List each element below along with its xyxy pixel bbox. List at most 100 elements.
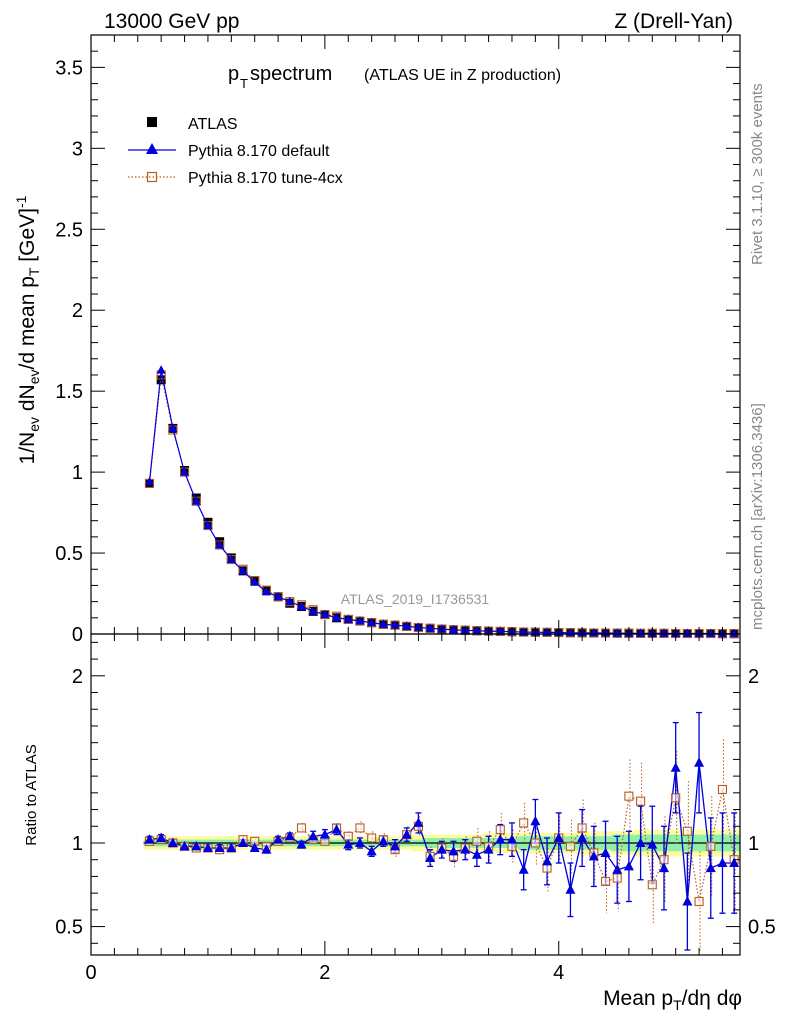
default-point [180, 467, 190, 476]
main-ytick-label: 0 [72, 624, 83, 646]
default-point [495, 626, 505, 635]
default-ratio-point [202, 842, 213, 852]
default-ratio-point [156, 832, 167, 842]
default-ratio-point [670, 762, 681, 772]
title-subscript: T [240, 76, 248, 91]
tune-ratio-point [472, 836, 482, 846]
default-point [706, 628, 716, 638]
legend-marker-atlas [147, 117, 157, 127]
default-ratio-point [530, 815, 541, 826]
default-ratio-point [495, 834, 506, 844]
default-point [191, 496, 201, 505]
legend-label-tune: Pythia 8.170 tune-4cx [188, 170, 343, 187]
default-ratio-point [460, 844, 471, 854]
default-ratio-point [284, 830, 295, 841]
default-ratio-point [717, 857, 728, 868]
default-ratio-point [565, 884, 576, 894]
default-ratio-point [658, 862, 669, 873]
default-point [308, 606, 318, 615]
tune-ratio-point [706, 841, 716, 851]
default-point [378, 619, 388, 628]
header-process: Z (Drell-Yan) [614, 10, 733, 33]
default-ratio-point [506, 834, 517, 844]
default-ratio-point [308, 830, 319, 841]
default-ratio-point [425, 852, 436, 863]
default-point [355, 616, 365, 625]
tune-ratio-point [624, 791, 634, 801]
main-ytick-label: 2.5 [55, 219, 83, 241]
title-spectrum: spectrum [250, 63, 332, 85]
tune-ratio-point [647, 880, 657, 890]
default-ratio-point [647, 839, 658, 849]
legend-marker-default [146, 143, 158, 154]
title-note: (ATLAS UE in Z production) [364, 67, 561, 84]
default-point [729, 628, 739, 638]
default-point [238, 565, 248, 575]
ratio-ytick-label-right: 2 [748, 666, 759, 688]
default-ratio-point [366, 845, 377, 856]
default-ratio-point [296, 839, 307, 849]
default-ratio-point [390, 840, 401, 851]
main-ytick-label: 3.5 [55, 57, 83, 79]
ratio-ylabel: Ratio to ATLAS [23, 744, 40, 845]
default-ratio-point [694, 757, 705, 767]
default-ratio-point [577, 832, 588, 842]
default-ratio-point [319, 829, 330, 839]
default-ratio-point [729, 857, 740, 868]
tune-ratio-point [530, 838, 540, 848]
default-ratio-point [588, 850, 599, 861]
default-ratio-point [191, 840, 202, 851]
ratio-frame [90, 633, 741, 956]
default-ratio-point [623, 860, 634, 871]
default-point [402, 621, 412, 630]
ratio-ytick-label-right: 1 [748, 833, 759, 855]
tune-ratio-point [694, 896, 704, 907]
default-ratio-point [354, 837, 365, 847]
default-point [472, 625, 482, 635]
main-ylabel: 1/Nev dNev/d mean pT [GeV]-1 [13, 195, 42, 464]
main-ytick-label: 2 [72, 300, 83, 322]
default-point [343, 614, 353, 623]
tune-ratio-point [343, 831, 353, 841]
xtick-label: 4 [553, 962, 564, 984]
ratio-ytick-label-left: 2 [72, 666, 83, 688]
ratio-plot: 0 2 4 0.5 0.5 1 1 2 2 [55, 633, 776, 984]
default-point [273, 591, 283, 601]
default-point [226, 554, 236, 564]
legend-label-default: Pythia 8.170 default [188, 143, 330, 160]
tune-ratio-point [600, 876, 611, 886]
default-ratio-point [635, 837, 646, 847]
xtick-label: 0 [85, 962, 96, 984]
tune-ratio-point [577, 823, 587, 833]
tune-ratio-point [636, 796, 646, 806]
default-point [156, 365, 166, 374]
tune-ratio-point [495, 825, 505, 835]
default-point [285, 596, 295, 606]
atlas-point [156, 375, 166, 385]
header-energy: 13000 GeV pp [104, 10, 239, 33]
default-point [168, 423, 178, 432]
default-ratio-point [261, 844, 272, 854]
default-point [390, 620, 400, 629]
default-ratio-point [144, 834, 155, 844]
default-ratio-point [238, 837, 249, 847]
default-point [296, 601, 306, 610]
default-point [636, 628, 646, 637]
title-p: p [228, 63, 239, 85]
default-ratio-point [436, 844, 447, 854]
tune-ratio-point [367, 833, 377, 843]
default-ratio-point [331, 824, 342, 834]
default-ratio-point [378, 835, 389, 846]
default-point [449, 624, 459, 634]
default-point [250, 577, 260, 586]
ratio-ytick-label-left: 1 [72, 833, 83, 855]
default-ratio-point [483, 844, 494, 854]
ratio-ytick-label-right: 0.5 [748, 917, 776, 939]
default-point [367, 617, 377, 627]
default-point [144, 476, 154, 486]
default-ratio-point [682, 896, 693, 906]
default-point [413, 622, 423, 632]
default-point [215, 539, 225, 549]
default-ratio-point [612, 864, 623, 874]
